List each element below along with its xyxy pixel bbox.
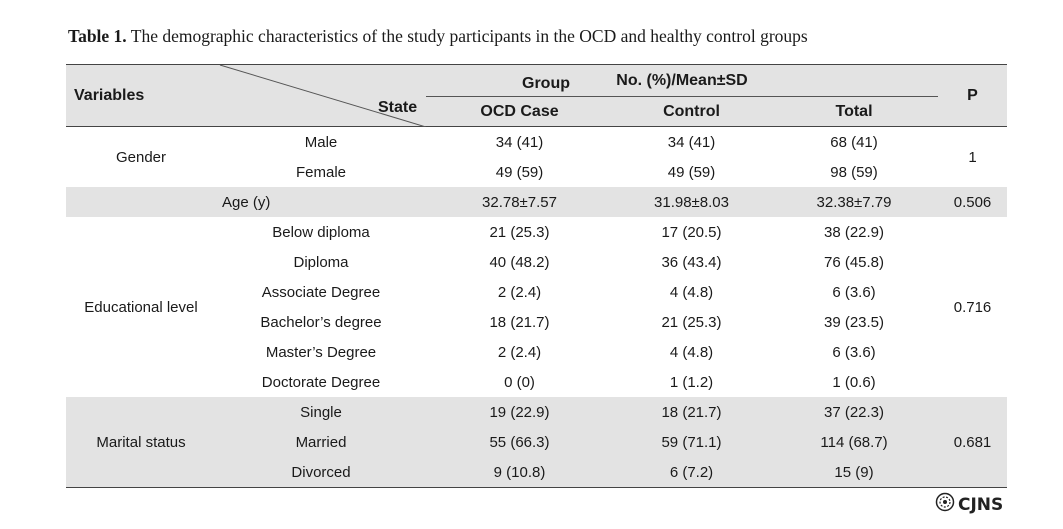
- table-row: Doctorate Degree 0 (0) 1 (1.2) 1 (0.6): [66, 367, 1007, 397]
- table-row: Diploma 40 (48.2) 36 (43.4) 76 (45.8): [66, 247, 1007, 277]
- ocd-cell: 0 (0): [504, 373, 535, 391]
- header-control: Control: [613, 96, 770, 127]
- header-group: Group: [522, 75, 570, 92]
- control-cell: 1 (1.2): [669, 373, 714, 391]
- total-cell: 6 (3.6): [832, 343, 876, 361]
- state-cell: Diploma: [293, 253, 349, 271]
- table-caption: Table 1. The demographic characteristics…: [68, 26, 808, 47]
- demographics-table: Variables Group State No. (%)/Mean±SD P …: [66, 64, 1008, 488]
- ocd-cell: 18 (21.7): [489, 313, 550, 331]
- journal-seal-icon: [935, 492, 955, 517]
- ocd-cell: 32.78±7.57: [426, 187, 613, 217]
- control-cell: 59 (71.1): [613, 427, 770, 457]
- header-row-2: OCD Case Control Total: [66, 96, 1008, 127]
- state-cell: Doctorate Degree: [261, 373, 381, 391]
- state-cell: Married: [216, 427, 426, 457]
- total-cell: 114 (68.7): [770, 427, 939, 457]
- table-row: Gender Male 34 (41) 34 (41) 68 (41) 1: [66, 127, 1007, 166]
- control-cell: 21 (25.3): [661, 313, 722, 331]
- table-row: Associate Degree 2 (2.4) 4 (4.8) 6 (3.6): [66, 277, 1007, 307]
- total-cell: 38 (22.9): [823, 223, 885, 241]
- control-cell: 18 (21.7): [613, 397, 770, 427]
- education-p: 0.716: [953, 298, 992, 316]
- state-cell: Below diploma: [272, 223, 370, 241]
- total-cell: 37 (22.3): [770, 397, 939, 427]
- control-cell: 17 (20.5): [661, 223, 722, 241]
- table-row: Master’s Degree 2 (2.4) 4 (4.8) 6 (3.6): [66, 337, 1007, 367]
- state-cell: Male: [304, 133, 338, 151]
- table-row: Divorced 9 (10.8) 6 (7.2) 15 (9): [66, 457, 1008, 488]
- control-cell: 36 (43.4): [661, 253, 722, 271]
- total-cell: 39 (23.5): [823, 313, 885, 331]
- table-row: Female 49 (59) 49 (59) 98 (59): [66, 157, 1007, 187]
- header-stat: No. (%)/Mean±SD: [426, 64, 939, 97]
- control-cell: 31.98±8.03: [613, 187, 770, 217]
- total-cell: 1 (0.6): [832, 373, 876, 391]
- header-state: State: [378, 99, 418, 116]
- state-cell: Associate Degree: [261, 283, 381, 301]
- gender-p: 1: [968, 148, 977, 166]
- demographics-table-wrapper: Variables Group State No. (%)/Mean±SD P …: [66, 64, 1008, 488]
- caption-label: Table 1.: [68, 26, 127, 46]
- total-cell: 15 (9): [770, 457, 939, 488]
- state-cell: Master’s Degree: [265, 343, 377, 361]
- caption-text: The demographic characteristics of the s…: [130, 26, 808, 46]
- ocd-cell: 9 (10.8): [426, 457, 613, 488]
- marital-label: Marital status: [66, 397, 216, 488]
- marital-p: 0.681: [938, 397, 1008, 488]
- ocd-cell: 34 (41): [495, 133, 544, 151]
- ocd-cell: 49 (59): [495, 163, 544, 181]
- ocd-cell: 2 (2.4): [497, 283, 542, 301]
- header-variables: Variables: [66, 64, 216, 127]
- gender-label: Gender: [115, 148, 167, 166]
- control-cell: 49 (59): [667, 163, 716, 181]
- education-label: Educational level: [84, 298, 198, 316]
- state-cell: Bachelor’s degree: [260, 313, 382, 331]
- state-cell: Divorced: [216, 457, 426, 488]
- total-cell: 32.38±7.79: [770, 187, 939, 217]
- journal-logo-text: CJNS: [958, 494, 1004, 515]
- ocd-cell: 21 (25.3): [489, 223, 550, 241]
- ocd-cell: 40 (48.2): [489, 253, 550, 271]
- total-cell: 6 (3.6): [832, 283, 876, 301]
- control-cell: 6 (7.2): [613, 457, 770, 488]
- table-row: Married 55 (66.3) 59 (71.1) 114 (68.7): [66, 427, 1007, 457]
- ocd-cell: 2 (2.4): [497, 343, 542, 361]
- age-label: Age (y): [66, 187, 426, 217]
- header-total: Total: [770, 96, 939, 127]
- header-p: P: [938, 64, 1008, 127]
- state-cell: Single: [216, 397, 426, 427]
- diagonal-divider: [219, 65, 426, 127]
- table-row: Educational level Below diploma 21 (25.3…: [66, 217, 1007, 316]
- header-row-1: Variables Group State No. (%)/Mean±SD P: [66, 64, 1008, 127]
- table-row: Bachelor’s degree 18 (21.7) 21 (25.3) 39…: [66, 307, 1007, 337]
- table-row: Marital status Single 19 (22.9) 18 (21.7…: [66, 397, 1008, 488]
- state-cell: Female: [295, 163, 347, 181]
- ocd-cell: 55 (66.3): [426, 427, 613, 457]
- total-cell: 98 (59): [830, 163, 878, 181]
- header-ocd: OCD Case: [426, 96, 613, 127]
- control-cell: 34 (41): [667, 133, 716, 151]
- total-cell: 68 (41): [830, 133, 878, 151]
- header-group-state: Group State: [216, 64, 570, 127]
- table-row-age: Age (y) 32.78±7.57 31.98±8.03 32.38±7.79…: [66, 187, 1008, 217]
- age-p: 0.506: [938, 187, 1008, 217]
- total-cell: 76 (45.8): [823, 253, 885, 271]
- control-cell: 4 (4.8): [669, 343, 714, 361]
- journal-logo: CJNS: [935, 492, 1003, 517]
- ocd-cell: 19 (22.9): [426, 397, 613, 427]
- control-cell: 4 (4.8): [669, 283, 714, 301]
